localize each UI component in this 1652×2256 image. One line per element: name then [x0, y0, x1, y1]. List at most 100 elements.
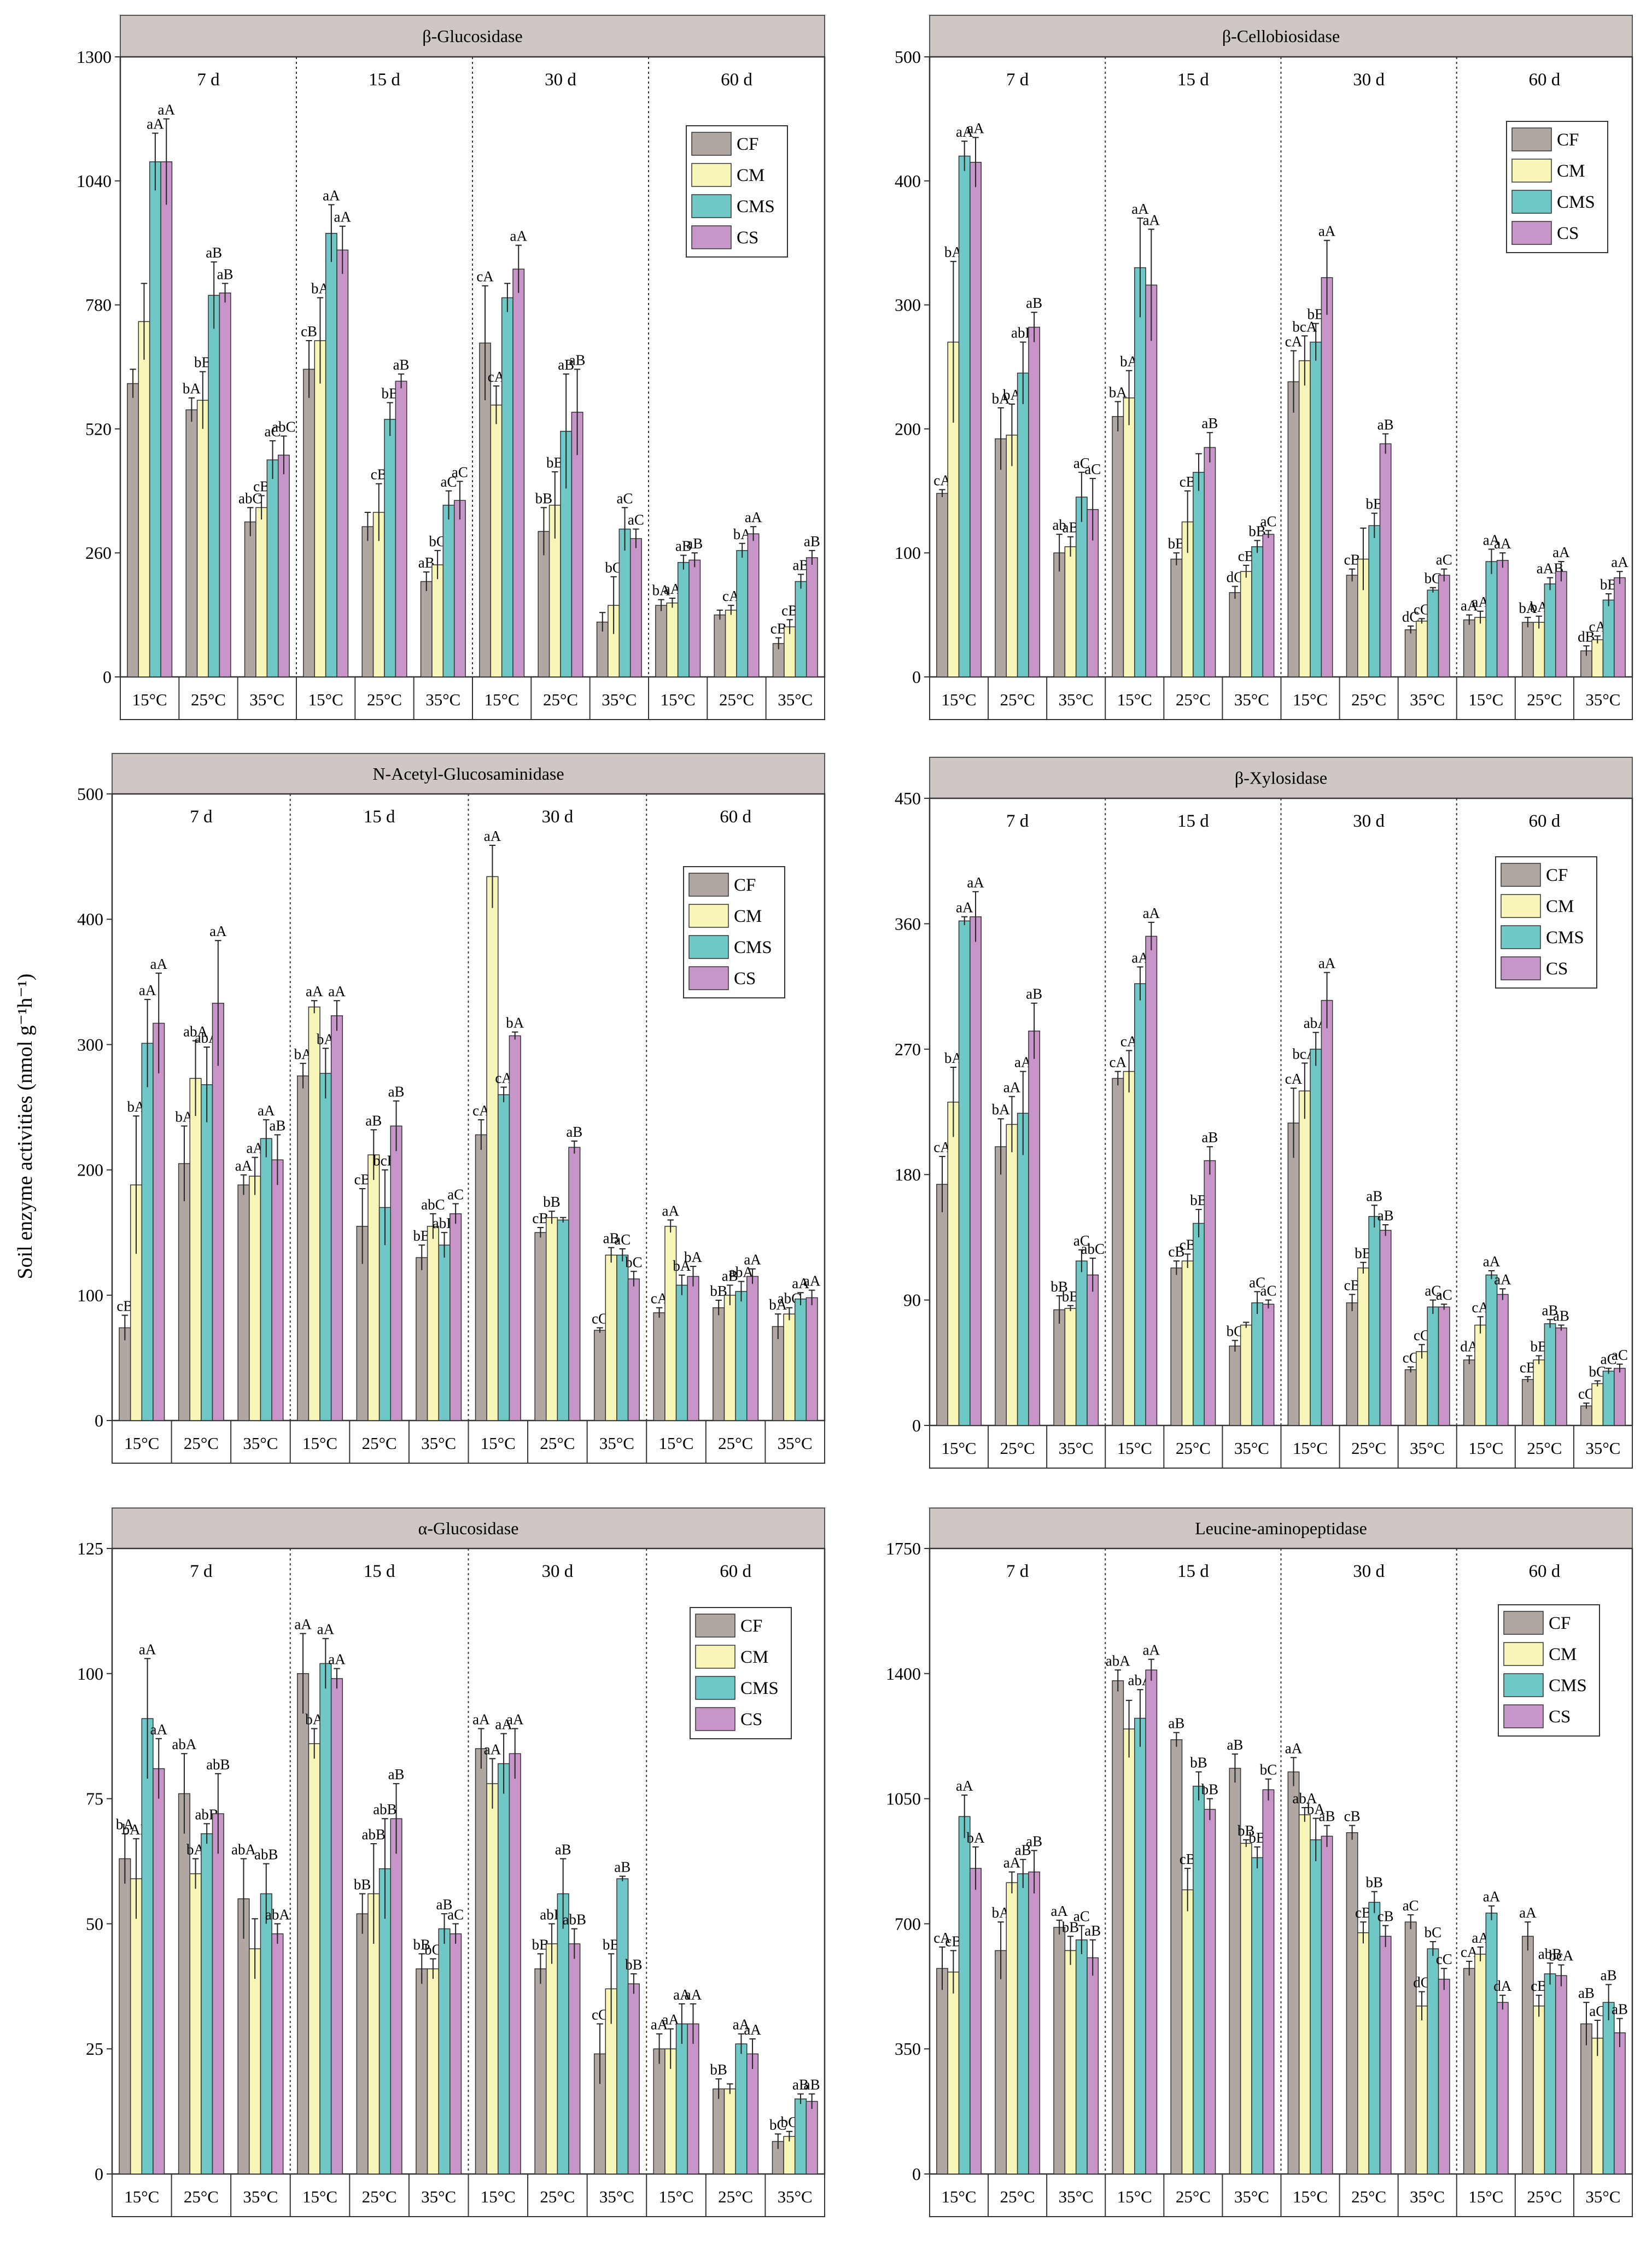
significance-label: bB [710, 2061, 727, 2078]
x-tick-label: 25°C [184, 1434, 219, 1453]
x-tick-label: 25°C [718, 1434, 753, 1453]
significance-label: aA [956, 899, 973, 916]
x-tick-label: 15°C [659, 2187, 694, 2206]
bar-CM [1123, 397, 1135, 677]
bar-CM [1474, 1324, 1487, 1426]
significance-label: ab [1052, 517, 1066, 533]
bar-CMS [1075, 1260, 1088, 1426]
significance-label: cB [1344, 1808, 1361, 1825]
bar-CF [713, 1307, 725, 1421]
significance-label: aB [1601, 1967, 1617, 1984]
legend-label: CF [1546, 866, 1568, 885]
significance-label: aA [328, 983, 346, 1000]
bar-CM [1123, 1728, 1135, 2175]
x-tick-label: 25°C [1351, 690, 1386, 709]
bar-CMS [616, 1878, 629, 2175]
x-tick-label: 35°C [1234, 2187, 1269, 2206]
significance-label: bA [992, 390, 1011, 407]
bar-CF [1112, 1078, 1124, 1426]
x-tick-label: 15°C [308, 690, 343, 709]
x-tick-label: 35°C [778, 2187, 813, 2206]
y-tick-label: 400 [77, 909, 103, 929]
bar-CMS [736, 550, 749, 677]
significance-label: aA [235, 1158, 253, 1174]
bar-CF [356, 1913, 369, 2175]
significance-label: aB [1377, 1207, 1394, 1224]
significance-label: aA [472, 1711, 490, 1727]
legend: CF CM CMS CS [690, 1607, 792, 1739]
bar-CM [1533, 2006, 1545, 2175]
x-tick-label: 15°C [942, 690, 977, 709]
bar-CM [138, 321, 150, 677]
group-label: 15 d [369, 70, 400, 90]
bar-CM [1591, 639, 1604, 677]
bar-CS [805, 1297, 818, 1421]
y-tick-label: 350 [895, 2039, 921, 2059]
bar-CM [308, 1006, 320, 1421]
significance-label: bC [1425, 1924, 1442, 1941]
significance-label: aA [510, 228, 528, 244]
bar-CMS [1427, 589, 1439, 677]
x-tick-label: 25°C [719, 690, 754, 709]
bar-CMS [1485, 1274, 1498, 1426]
bar-CMS [260, 1893, 272, 2175]
significance-label: aA [685, 1986, 702, 2003]
bar-CMS [498, 1763, 510, 2175]
bar-CF [1580, 1405, 1592, 1426]
bar-CMS [675, 2023, 688, 2175]
bar-CMS [201, 1833, 213, 2175]
bar-CF [361, 526, 374, 677]
group-label: 7 d [197, 70, 220, 90]
significance-label: aB [1026, 986, 1042, 1002]
x-tick-label: 15°C [124, 2187, 159, 2206]
bar-CM [1591, 2037, 1604, 2175]
significance-label: aA [306, 983, 323, 1000]
bar-CF [1053, 1927, 1066, 2175]
chart-title: β-Xylosidase [1235, 768, 1327, 788]
x-tick-label: 35°C [1410, 1439, 1445, 1458]
group-label: 30 d [542, 807, 574, 827]
bar-CMS [1251, 1857, 1264, 2175]
significance-label: aB [804, 533, 820, 550]
bar-CS [568, 1147, 581, 1421]
legend-label: CM [1549, 1645, 1577, 1664]
x-tick-label: 35°C [1585, 1439, 1620, 1458]
bar-CS [1496, 2002, 1509, 2175]
bar-CS [746, 1276, 759, 1421]
x-tick-label: 25°C [1176, 2187, 1211, 2206]
significance-label: abC [1081, 1241, 1105, 1257]
bar-CS [390, 1125, 402, 1421]
significance-label: aA [150, 1721, 167, 1738]
bar-CS [1379, 1230, 1392, 1426]
x-tick-label: 35°C [421, 1434, 456, 1453]
significance-label: aC [1436, 552, 1452, 568]
legend-swatch-CMS [1503, 1673, 1544, 1697]
bar-CF [119, 1327, 131, 1421]
group-label: 15 d [1177, 1562, 1209, 1581]
bar-CM [1416, 2006, 1428, 2175]
bar-CMS [442, 505, 455, 677]
x-tick-label: 15°C [1117, 2187, 1152, 2206]
significance-label: aB [566, 1124, 582, 1140]
x-tick-label: 15°C [942, 1439, 977, 1458]
bar-CMS [1193, 1223, 1205, 1426]
significance-label: aA [139, 1641, 156, 1657]
x-tick-label: 15°C [481, 1434, 516, 1453]
x-tick-label: 25°C [1527, 1439, 1562, 1458]
bar-CM [314, 340, 326, 677]
significance-label: bA [673, 1258, 691, 1274]
x-tick-label: 25°C [1176, 1439, 1211, 1458]
significance-label: aA [956, 124, 973, 140]
bar-CS [1145, 284, 1158, 677]
significance-label: aA [1318, 223, 1336, 239]
significance-label: bB [1201, 1781, 1219, 1798]
y-tick-label: 700 [895, 1914, 921, 1933]
bar-CS [747, 533, 760, 677]
bar-CMS [1310, 1049, 1322, 1426]
bar-CM [490, 405, 503, 677]
x-tick-label: 35°C [1059, 2187, 1094, 2206]
significance-label: aC [265, 423, 281, 440]
legend-swatch-CF [695, 1614, 735, 1638]
x-tick-label: 15°C [302, 1434, 337, 1453]
significance-label: aA [506, 1711, 524, 1727]
